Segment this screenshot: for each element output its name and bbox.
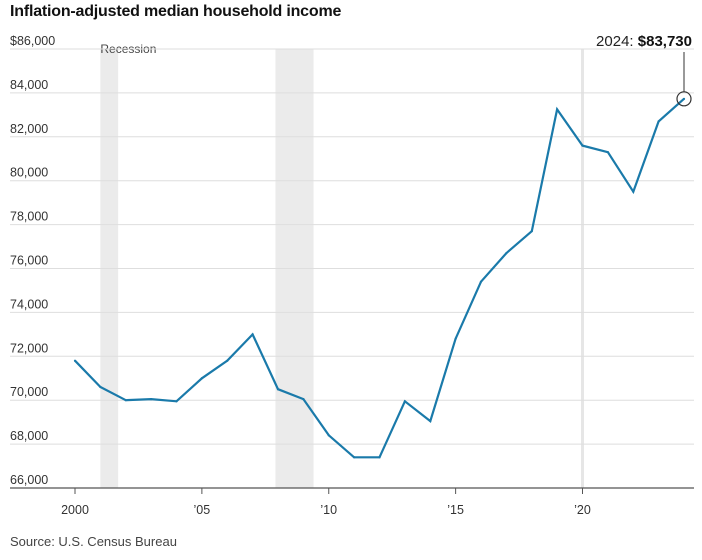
callout: 2024: $83,730 (596, 33, 692, 107)
data-point (327, 434, 330, 437)
callout-value: $83,730 (638, 33, 692, 50)
data-point (175, 400, 178, 403)
y-tick-label: $86,000 (10, 34, 55, 48)
data-point (429, 419, 432, 423)
x-tick-label: ’10 (320, 503, 337, 517)
series-line-0 (74, 97, 685, 459)
data-point (682, 97, 686, 100)
data-point (353, 456, 356, 459)
data-point (556, 108, 559, 111)
callout-marker (676, 91, 692, 107)
data-point (606, 151, 609, 154)
data-point (581, 144, 584, 147)
y-tick-label: 70,000 (10, 385, 48, 399)
x-tick-label: ’20 (574, 503, 591, 517)
recession-bands: Recession (100, 42, 584, 488)
y-tick-label: 84,000 (10, 78, 48, 92)
y-tick-label: 66,000 (10, 473, 48, 487)
y-tick-label: 68,000 (10, 429, 48, 443)
x-tick-label: ’05 (194, 503, 211, 517)
data-point (403, 400, 406, 403)
y-tick-label: 76,000 (10, 254, 48, 268)
callout-label: 2024: $83,730 (596, 33, 692, 50)
data-point (124, 399, 127, 402)
data-point (251, 333, 254, 336)
data-point (99, 385, 102, 389)
data-point (505, 252, 508, 255)
y-tick-label: 72,000 (10, 341, 48, 355)
y-tick-label: 78,000 (10, 210, 48, 224)
data-point (479, 280, 483, 283)
data-point (226, 359, 229, 362)
callout-year: 2024: (596, 33, 638, 50)
data-point (657, 120, 660, 123)
series-layer (73, 97, 686, 459)
data-point (454, 337, 457, 340)
data-point (378, 456, 381, 459)
y-tick-label: 74,000 (10, 297, 48, 311)
data-point (200, 377, 203, 380)
y-axis-ticks: 66,000 68,000 70,000 72,000 74,000 76,000 78,0… (10, 34, 55, 487)
data-point (73, 359, 77, 362)
x-tick-label: ’15 (447, 503, 464, 517)
data-point (302, 398, 305, 401)
data-point (530, 230, 533, 233)
y-tick-label: 80,000 (10, 166, 48, 180)
x-tick-label: 2000 (61, 503, 89, 517)
data-point (150, 398, 153, 401)
data-point (632, 190, 635, 193)
chart-title: Inflation-adjusted median household inco… (10, 3, 342, 20)
data-point (276, 388, 280, 391)
y-tick-label: 82,000 (10, 122, 48, 136)
x-axis-ticks: 2000 ’05 ’10 ’15 ’20 (61, 488, 591, 517)
source-note: Source: U.S. Census Bureau (10, 534, 177, 549)
